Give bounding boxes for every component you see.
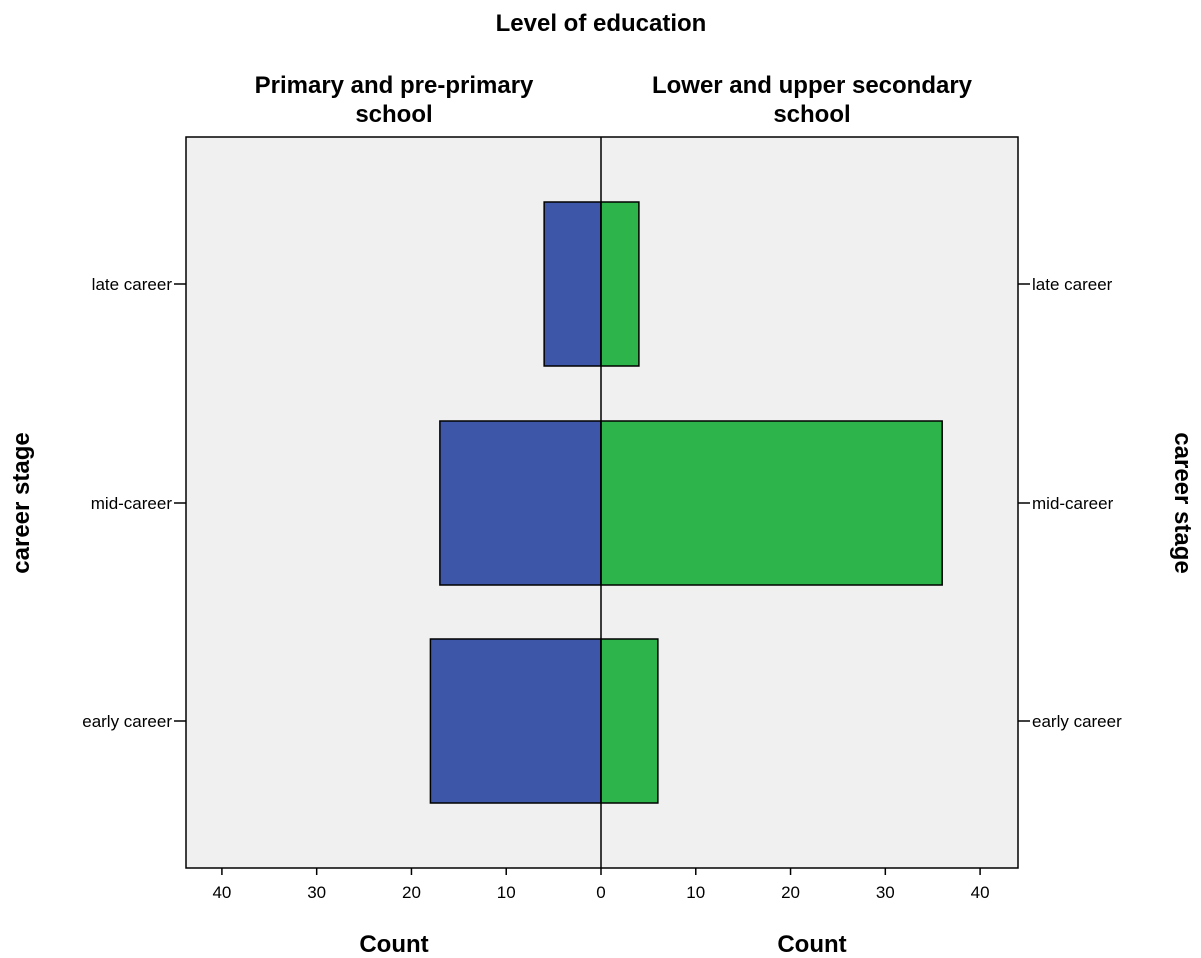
x-tick-label: 30 [876, 883, 895, 902]
panel-title-left-line2: school [355, 101, 432, 128]
x-tick-label: 10 [497, 883, 516, 902]
panel-title-right-line1: Lower and upper secondary [652, 72, 973, 99]
x-axis-label-right: Count [777, 931, 846, 958]
x-tick-label: 20 [781, 883, 800, 902]
y-tick-label-left: early career [82, 712, 172, 731]
y-tick-label-right: early career [1032, 712, 1122, 731]
y-axis-label-left: career stage [8, 432, 35, 573]
x-axis-label-left: Count [359, 931, 428, 958]
chart-title: Level of education [496, 10, 707, 37]
y-tick-label-right: late career [1032, 275, 1113, 294]
bar-right-early-career [600, 638, 659, 804]
panel-title-right-line2: school [773, 101, 850, 128]
bar-right-late-career [600, 201, 640, 367]
y-tick-label-left: late career [92, 275, 173, 294]
x-tick-label: 0 [596, 883, 605, 902]
y-tick-label-right: mid-career [1032, 494, 1114, 513]
bar-left-mid-career [439, 420, 602, 586]
panel-title-left-line1: Primary and pre-primary [255, 72, 534, 99]
x-tick-label: 20 [402, 883, 421, 902]
y-axis-label-right: career stage [1169, 432, 1196, 573]
bar-right-mid-career [600, 420, 943, 586]
x-tick-label: 40 [971, 883, 990, 902]
y-tick-label-left: mid-career [91, 494, 173, 513]
bar-left-late-career [543, 201, 602, 367]
x-tick-label: 30 [307, 883, 326, 902]
x-tick-label: 10 [686, 883, 705, 902]
x-tick-label: 40 [212, 883, 231, 902]
bar-left-early-career [429, 638, 602, 804]
